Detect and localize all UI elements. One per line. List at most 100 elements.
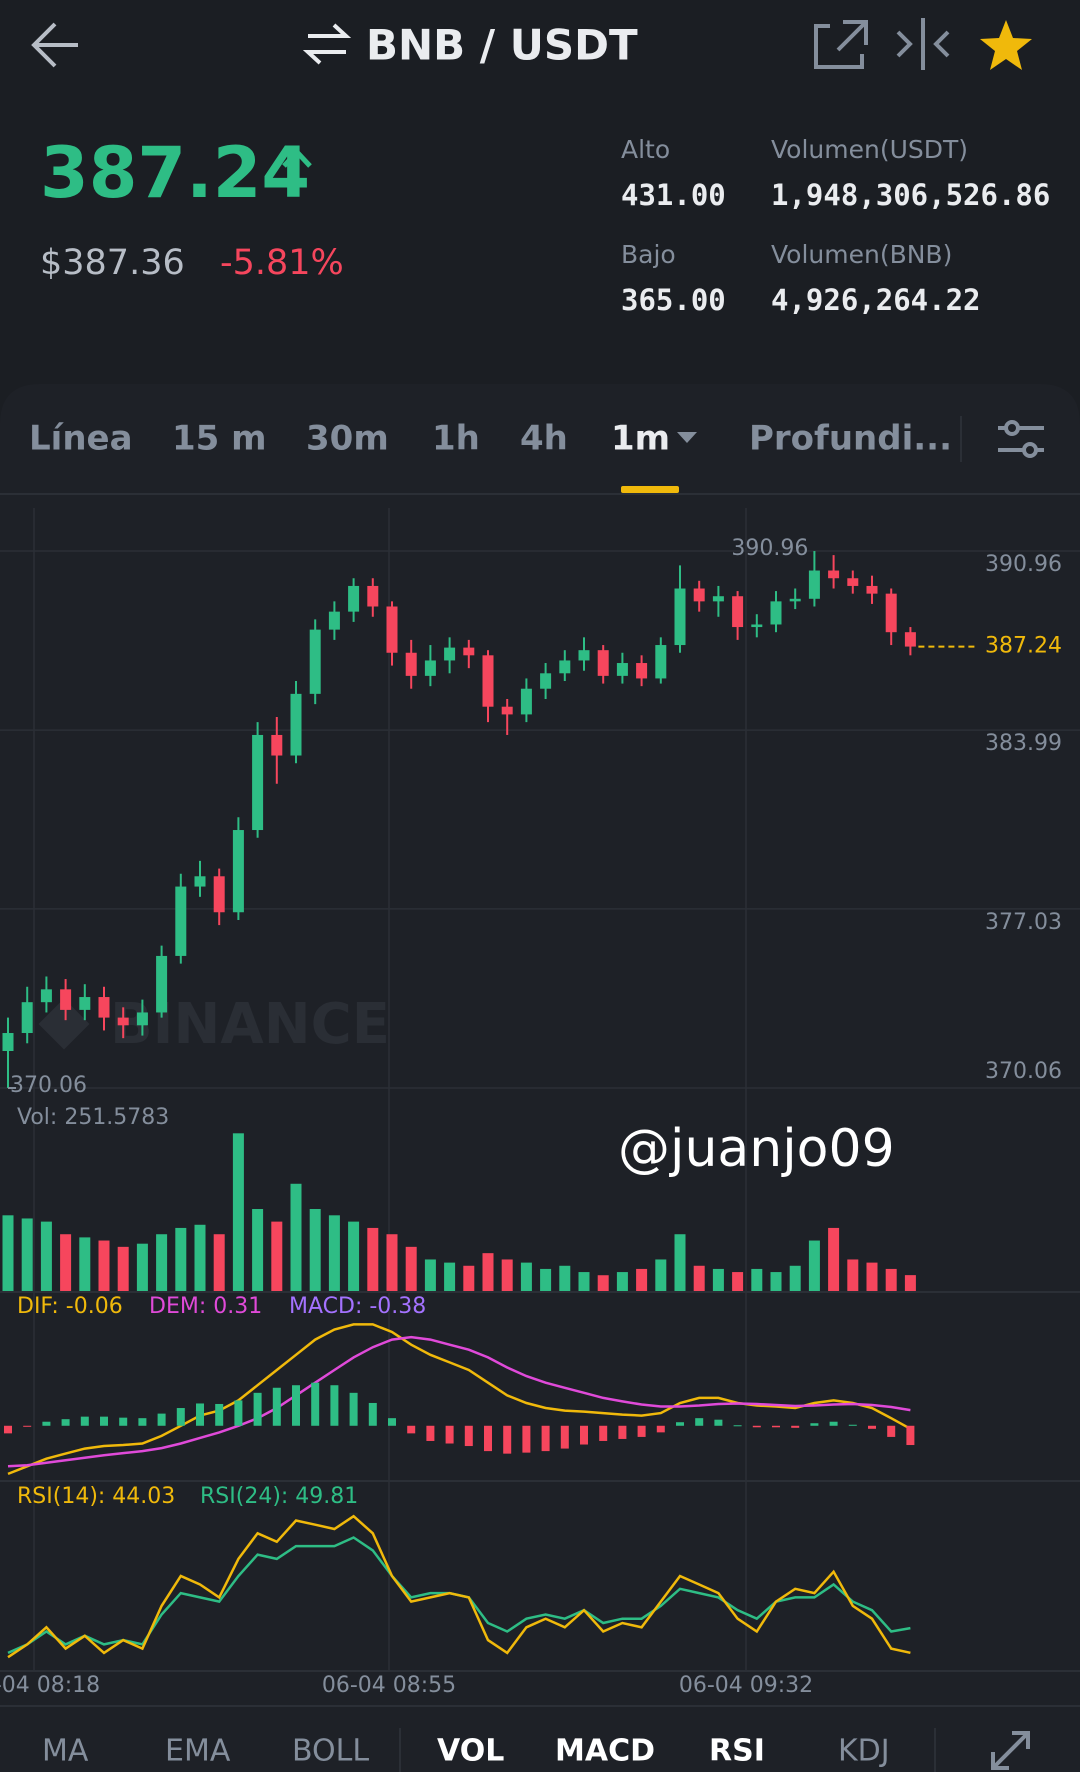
volume-bar xyxy=(40,1221,52,1291)
candle-body xyxy=(693,588,705,602)
macd-bar xyxy=(388,1418,396,1426)
max-marker: 390.96 xyxy=(731,536,808,561)
interval-tab[interactable]: Profundi... xyxy=(749,419,952,459)
watermark-brand: BINANCE xyxy=(110,992,390,1057)
candle-body xyxy=(828,570,840,579)
dropdown-caret[interactable] xyxy=(677,432,697,443)
macd-bar xyxy=(4,1425,12,1434)
macd-line xyxy=(7,1335,911,1468)
macd-bar xyxy=(637,1425,646,1437)
swap-icon[interactable] xyxy=(302,23,352,65)
macd-bar xyxy=(733,1425,742,1427)
legend-label: DIF: -0.06 xyxy=(17,1294,123,1319)
candle-body xyxy=(60,989,72,1010)
volume-bar xyxy=(597,1275,609,1291)
volume-bar xyxy=(828,1227,840,1291)
candle-body xyxy=(463,647,475,656)
indicator-tab[interactable]: VOL xyxy=(437,1734,504,1769)
volume-bar xyxy=(866,1262,878,1291)
interval-tab[interactable]: 1h xyxy=(432,419,480,459)
rsi-line xyxy=(7,1514,911,1659)
candle-body xyxy=(808,570,820,599)
min-marker: 370.06 xyxy=(10,1073,87,1098)
volume-bar xyxy=(578,1272,590,1291)
x-tick-label: -04 08:18 xyxy=(0,1673,100,1698)
candle-body xyxy=(847,578,859,586)
interval-tab[interactable]: Línea xyxy=(29,419,133,459)
macd-bar xyxy=(196,1403,204,1426)
active-tab-underline xyxy=(621,486,679,493)
legend-label: MACD: -0.38 xyxy=(289,1294,426,1319)
interval-tab[interactable]: 15 m xyxy=(172,419,267,459)
macd-bar xyxy=(42,1421,51,1426)
interval-tab[interactable]: 30m xyxy=(306,419,389,459)
compare-icon[interactable] xyxy=(896,18,950,70)
indicator-tab[interactable]: MACD xyxy=(555,1734,655,1769)
indicator-tab[interactable]: MA xyxy=(42,1734,89,1769)
last-price-label: 387.24 xyxy=(985,634,1062,659)
volume-bar xyxy=(328,1215,340,1291)
pane-dividers xyxy=(0,1291,1080,1707)
volume-bar xyxy=(655,1259,667,1291)
macd-bar xyxy=(407,1425,416,1434)
macd-bar xyxy=(464,1425,473,1447)
macd-bar xyxy=(752,1425,761,1428)
back-button[interactable] xyxy=(31,22,78,68)
volume-bar xyxy=(789,1265,801,1291)
candle-body xyxy=(213,876,225,913)
macd-bar xyxy=(100,1416,108,1426)
volume-bar xyxy=(232,1133,244,1291)
indicator-tab[interactable]: RSI xyxy=(709,1734,765,1769)
y-tick-label: 383.99 xyxy=(985,731,1062,756)
macd-bar xyxy=(138,1418,147,1426)
volume-bar xyxy=(290,1183,302,1291)
y-tick-label: 377.03 xyxy=(985,910,1062,935)
macd-bar xyxy=(560,1425,569,1449)
macd-bar xyxy=(80,1416,89,1426)
macd-bar xyxy=(810,1423,819,1426)
candle-body xyxy=(252,734,264,831)
macd-bar xyxy=(61,1419,70,1426)
interval-tab[interactable]: 1m xyxy=(611,419,670,459)
stat-label: Volumen(USDT) xyxy=(771,135,968,164)
indicator-tab[interactable]: EMA xyxy=(165,1734,231,1769)
macd-bar xyxy=(215,1403,224,1426)
x-tick-label: 06-04 08:55 xyxy=(322,1673,456,1698)
candle-body xyxy=(328,611,340,630)
candle-body xyxy=(578,650,590,661)
candle-body xyxy=(597,650,609,676)
candle-body xyxy=(732,596,744,628)
macd-bar xyxy=(253,1392,262,1426)
favorite-star[interactable] xyxy=(980,20,1032,70)
settings-icon[interactable] xyxy=(998,420,1044,458)
indicator-tab[interactable]: BOLL xyxy=(292,1734,369,1769)
macd-line xyxy=(7,1323,912,1476)
macd-bar xyxy=(599,1425,608,1441)
candle-body xyxy=(386,606,398,653)
candle-body xyxy=(636,663,648,679)
share-icon[interactable] xyxy=(814,20,868,69)
macd-bar xyxy=(887,1425,896,1437)
macd-bar xyxy=(426,1425,435,1441)
legend-label: RSI(24): 49.81 xyxy=(200,1484,358,1509)
macd-bar xyxy=(695,1418,704,1426)
pair-title[interactable]: BNB / USDT xyxy=(366,21,638,70)
macd-bar xyxy=(445,1425,454,1444)
price-usd: $387.36 xyxy=(40,243,185,283)
fullscreen-icon[interactable] xyxy=(991,1731,1030,1770)
candle-body xyxy=(98,997,110,1018)
volume-bar xyxy=(808,1240,820,1291)
macd-bar xyxy=(176,1408,185,1426)
candle-body xyxy=(866,585,878,594)
y-tick-label: 390.96 xyxy=(985,552,1062,577)
watermark-logo xyxy=(38,998,90,1050)
interval-tab[interactable]: 4h xyxy=(520,419,568,459)
macd-bar xyxy=(522,1425,531,1453)
macd-bar xyxy=(368,1402,377,1426)
candle-body xyxy=(194,876,206,887)
candle-body xyxy=(40,989,52,1003)
indicator-tab[interactable]: KDJ xyxy=(838,1734,890,1769)
volume-bar xyxy=(463,1265,475,1291)
macd-bar xyxy=(311,1382,320,1426)
